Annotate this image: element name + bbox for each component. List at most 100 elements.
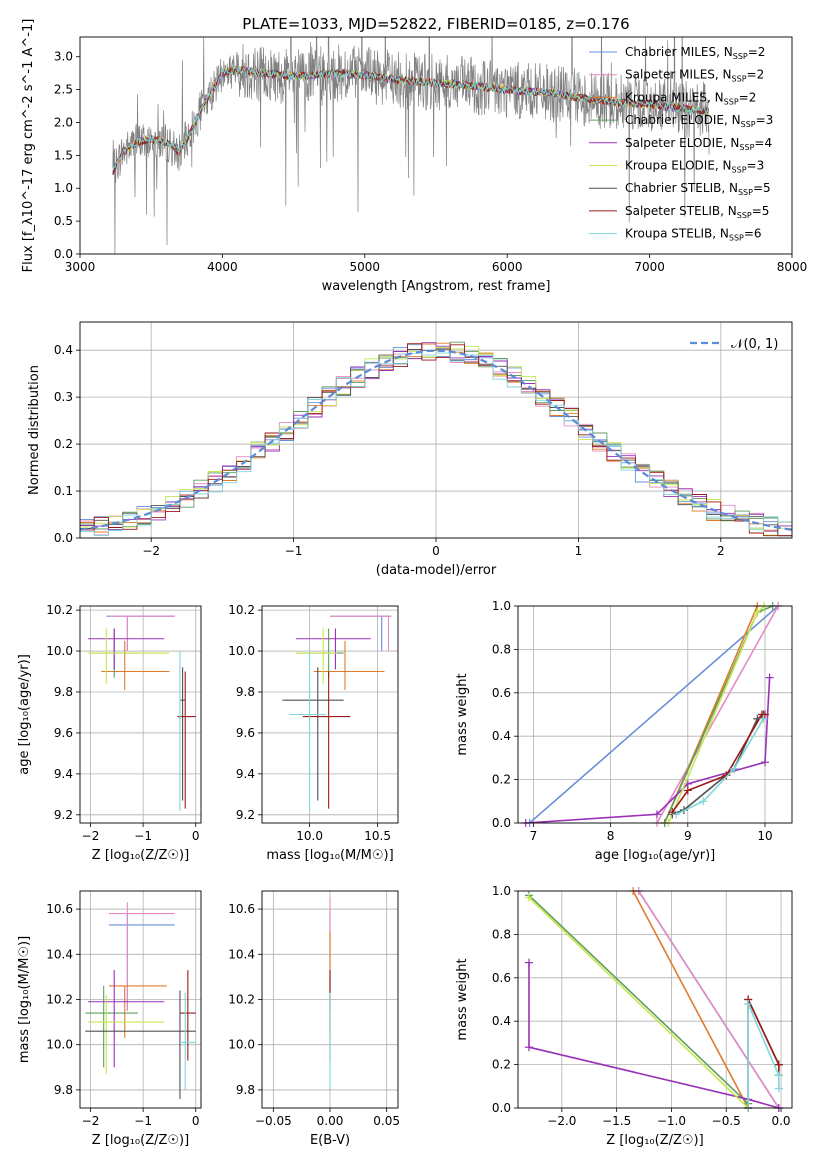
y-tick-label: 10.0 — [228, 1038, 255, 1052]
legend-text: Kroupa STELIB, N — [625, 227, 729, 241]
axes-frame — [517, 605, 793, 824]
mass-weight-line — [529, 606, 779, 823]
mass-weight-line — [675, 718, 765, 816]
y-tick-label: 0.3 — [54, 390, 73, 404]
x-tick-label: 0.0 — [771, 1114, 790, 1128]
histogram-kroupa-stelib — [80, 352, 792, 537]
x-axis-title: Z [log₁₀(Z/Z☉)] — [92, 1133, 189, 1148]
mass-vs-ebv-panel: −0.05 0.00 0.05 9.8 10.0 10.2 10.4 10.6 E(B-V) — [228, 890, 400, 1148]
legend-subscript: SSP — [738, 188, 753, 197]
plus-marker — [753, 608, 762, 617]
legend-entry: Kroupa MILES, NSSP=2 — [625, 90, 756, 106]
legend-suffix: =6 — [744, 227, 762, 241]
legend-suffix: =5 — [752, 204, 770, 218]
x-tick-label: 0 — [192, 829, 200, 843]
legend-text: Chabrier STELIB, N — [625, 181, 738, 195]
y-tick-label: 9.2 — [236, 808, 255, 822]
x-tick-label: 9 — [684, 829, 692, 843]
plus-marker — [524, 893, 533, 902]
legend-entry: Salpeter STELIB, NSSP=5 — [625, 204, 769, 220]
legend-entry: Kroupa STELIB, NSSP=6 — [625, 227, 762, 243]
histogram-chabrier-stelib — [80, 348, 792, 537]
x-tick-label: −0.05 — [255, 1114, 292, 1128]
plus-marker — [774, 1084, 783, 1093]
x-tick-label: 0 — [432, 544, 440, 558]
y-tick-label: 10.0 — [46, 1038, 73, 1052]
mass-weight-line — [528, 962, 780, 1108]
axes-frame — [79, 321, 793, 539]
y-tick-label: 10.2 — [228, 993, 255, 1007]
x-tick-label: 0 — [192, 1114, 200, 1128]
y-tick-label: 0.0 — [492, 816, 511, 830]
x-tick-label: 1 — [575, 544, 583, 558]
y-tick-label: 9.8 — [236, 1083, 255, 1097]
observed-spectrum — [112, 37, 710, 254]
plus-marker — [699, 797, 708, 806]
mass-weight-line — [672, 713, 764, 816]
axes-frame — [79, 36, 793, 255]
y-axis-title: mass weight — [455, 673, 470, 755]
y-tick-label: 0.5 — [54, 214, 73, 228]
mass-weight-line — [667, 606, 765, 823]
legend-text: Kroupa MILES, N — [625, 90, 724, 104]
legend-subscript: SSP — [737, 211, 752, 220]
x-tick-label: −0.5 — [712, 1114, 741, 1128]
age-vs-metallicity-panel: −2 −1 0 9.2 9.4 9.6 9.8 10.0 10.2 Z [log₁₀(Z/Z☉)]… — [17, 603, 202, 863]
y-axis-title: age [log₁₀(age/yr)] — [17, 654, 32, 775]
y-axis-title: Normed distribution — [27, 365, 42, 495]
legend-entry: Salpeter ELODIE, NSSP=4 — [625, 136, 772, 152]
legend-subscript: SSP — [741, 120, 756, 129]
plus-marker — [759, 714, 768, 723]
x-tick-label: 7000 — [634, 260, 665, 274]
mass-vs-metallicity-panel: −2 −1 0 9.8 10.0 10.2 10.4 10.6 Z [log₁₀(Z/Z☉)] m… — [17, 890, 202, 1148]
x-tick-label: 0.00 — [317, 1114, 344, 1128]
y-tick-label: 9.6 — [236, 726, 255, 740]
y-tick-label: 0.8 — [492, 927, 511, 941]
histogram-kroupa-elodie — [80, 345, 792, 536]
x-tick-label: 10 — [757, 829, 772, 843]
x-axis-title: mass [log₁₀(M/M☉)] — [266, 848, 393, 863]
y-tick-label: 0.2 — [54, 437, 73, 451]
x-tick-label: −2 — [142, 544, 160, 558]
x-axis-title: Z [log₁₀(Z/Z☉)] — [606, 1133, 703, 1148]
y-axis-title: mass [log₁₀(M/M☉)] — [17, 936, 32, 1063]
x-tick-label: 10.5 — [364, 829, 391, 843]
legend-text: Chabrier MILES, N — [625, 45, 733, 59]
y-tick-label: 9.4 — [54, 767, 73, 781]
plus-marker — [774, 1071, 783, 1080]
x-tick-label: −1 — [134, 1114, 152, 1128]
mass-weight-line — [632, 891, 749, 1108]
y-tick-label: 10.2 — [228, 603, 255, 617]
y-tick-label: 9.8 — [54, 685, 73, 699]
plus-marker — [730, 764, 739, 773]
legend-suffix: =3 — [747, 159, 765, 173]
figure-title: PLATE=1033, MJD=52822, FIBERID=0185, z=0… — [242, 15, 629, 33]
x-axis-title: E(B-V) — [310, 1133, 350, 1148]
y-tick-label: 10.2 — [46, 993, 73, 1007]
mass-weight-line — [528, 896, 749, 1108]
legend-entry: Salpeter MILES, NSSP=2 — [625, 68, 764, 84]
y-tick-label: 0.8 — [492, 642, 511, 656]
legend-text: Kroupa ELODIE, N — [625, 159, 732, 173]
x-tick-label: −2 — [82, 1114, 100, 1128]
legend-subscript: SSP — [732, 166, 747, 175]
mass-weight-vs-age-panel: 7 8 9 10 0.0 0.2 0.4 0.6 0.8 1.0 age [log₁₀(age/yr… — [455, 599, 793, 863]
legend-text: Salpeter MILES, N — [625, 68, 732, 82]
mass-weight-line — [528, 894, 749, 1105]
x-tick-label: −1 — [134, 829, 152, 843]
x-tick-label: 0.05 — [373, 1114, 400, 1128]
legend-suffix: =2 — [747, 68, 765, 82]
y-tick-label: 1.5 — [54, 148, 73, 162]
plus-marker — [524, 958, 533, 967]
x-tick-label: 8000 — [777, 260, 808, 274]
y-tick-label: 0.2 — [492, 1058, 511, 1072]
legend-text: Salpeter STELIB, N — [625, 204, 737, 218]
x-tick-label: −2.0 — [547, 1114, 576, 1128]
spectrum-panel: 3000 4000 5000 6000 7000 8000 0.0 0.5 1.0 1.5 2.0 2… — [21, 19, 808, 294]
y-tick-label: 3.0 — [54, 50, 73, 64]
x-tick-label: 3000 — [65, 260, 96, 274]
legend-suffix: =2 — [739, 90, 757, 104]
x-tick-label: −1.5 — [602, 1114, 631, 1128]
legend-entry: 𝒩(0, 1) — [731, 337, 778, 352]
